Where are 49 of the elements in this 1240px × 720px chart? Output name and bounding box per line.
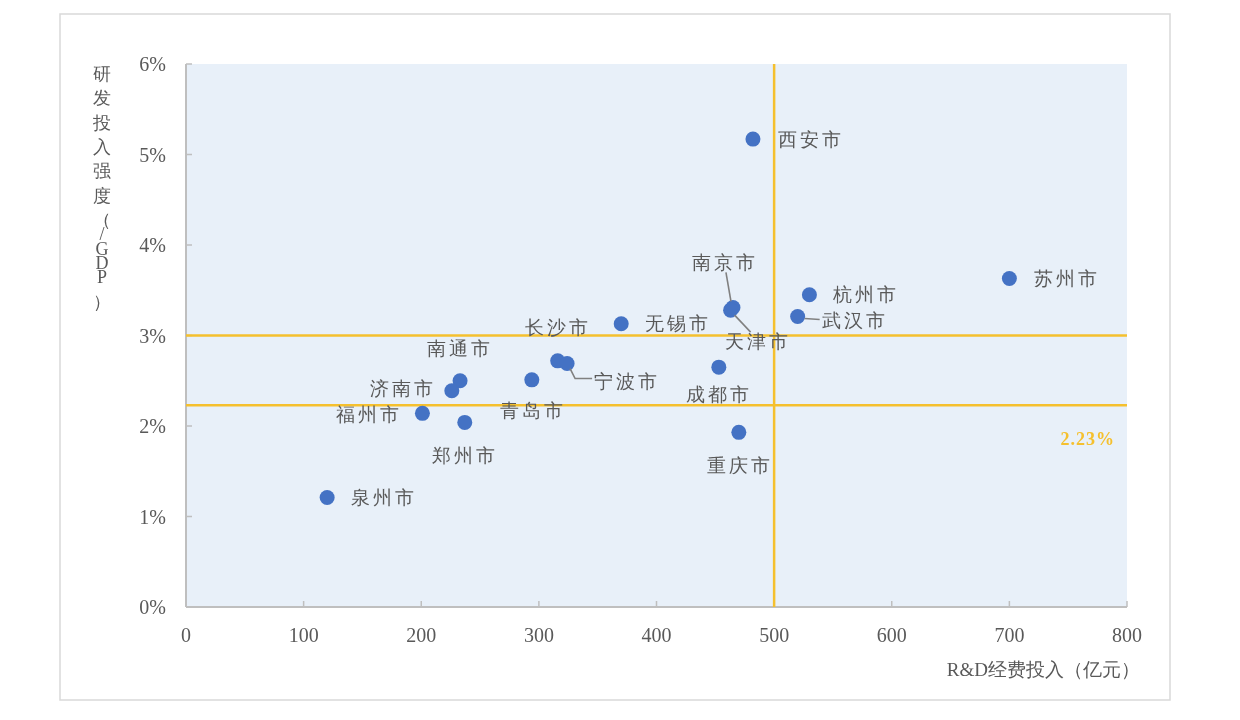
point (613, 316, 629, 332)
point (801, 287, 817, 303)
x-tick-label: 700 (994, 624, 1025, 646)
x-axis-title: R&D经费投入（亿元） (946, 659, 1140, 680)
ref-line-label: 2.23% (1060, 429, 1115, 450)
point (452, 373, 468, 389)
series-label: 无锡市 (645, 313, 712, 335)
point (559, 356, 575, 372)
y-tick-label: 0% (139, 596, 166, 618)
point (711, 359, 727, 375)
point (745, 131, 761, 147)
point (1001, 270, 1017, 286)
y-tick-label: 3% (139, 324, 166, 347)
series-label: 青岛市 (499, 400, 566, 422)
text: 研发投入强度（/GDP） (93, 64, 111, 312)
y-tick-label: 2% (139, 415, 166, 437)
series-label: 南通市 (427, 338, 494, 360)
series-label: 郑州市 (431, 444, 498, 466)
series-label: 武汉市 (821, 309, 888, 331)
y-tick-label: 6% (139, 53, 166, 75)
point (524, 372, 540, 388)
point (319, 490, 335, 505)
series-label: 济南市 (369, 378, 436, 400)
series-label: 福州市 (336, 403, 403, 425)
series-label: 重庆市 (706, 454, 773, 476)
x-tick-label: 200 (406, 624, 437, 646)
y-tick-label: 5% (139, 143, 166, 166)
x-tick-label: 400 (641, 624, 672, 646)
x-tick-label: 500 (759, 624, 790, 646)
point (414, 405, 430, 421)
x-tick-label: 300 (523, 624, 554, 646)
y-tick-label: 1% (139, 505, 166, 528)
x-tick-label: 0 (181, 624, 191, 646)
series-label: 西安市 (777, 128, 844, 150)
series-label: 南京市 (691, 251, 758, 273)
series-label: 杭州市 (832, 284, 900, 306)
point (790, 309, 806, 324)
x-tick-label: 600 (876, 624, 907, 646)
series-label: 成都市 (685, 383, 752, 405)
series-label: 苏州市 (1034, 267, 1101, 289)
y-tick-label: 4% (139, 234, 166, 256)
x-tick-label: 100 (288, 624, 319, 646)
point (457, 414, 473, 430)
series-label: 宁波市 (594, 371, 661, 393)
series-label: 泉州市 (351, 486, 418, 508)
series-label: 长沙市 (524, 317, 591, 339)
x-tick-label: 800 (1112, 624, 1142, 646)
point (444, 383, 460, 399)
point (731, 424, 747, 440)
